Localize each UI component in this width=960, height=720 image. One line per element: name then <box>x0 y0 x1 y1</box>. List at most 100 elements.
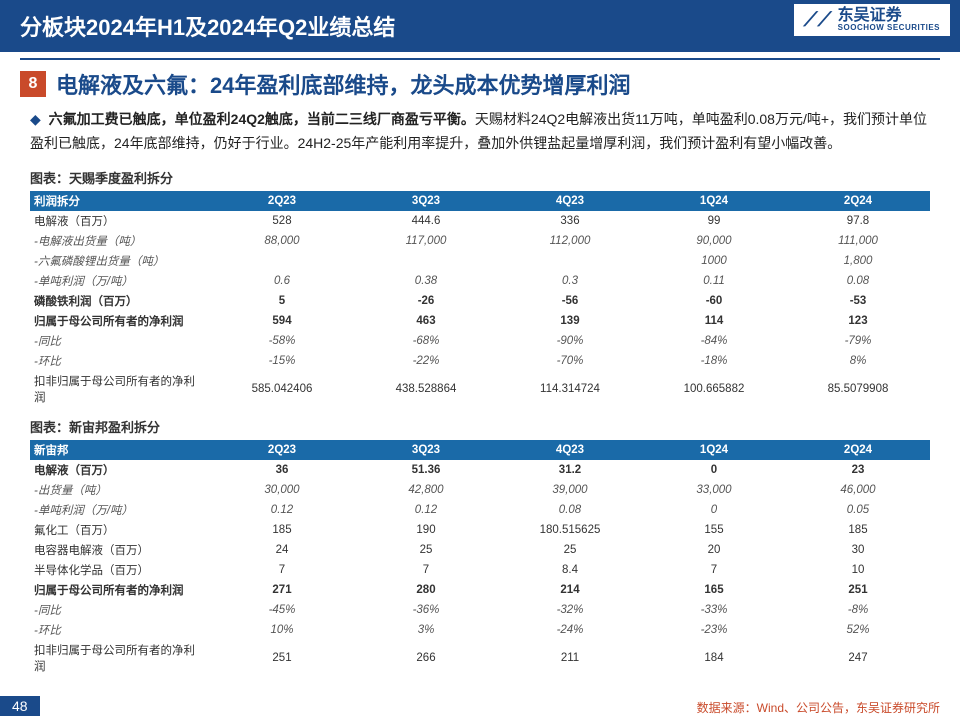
cell: 185 <box>786 520 930 540</box>
cell: -环比 <box>30 620 210 640</box>
cell: 1,800 <box>786 251 930 271</box>
cell: -同比 <box>30 600 210 620</box>
cell: 528 <box>210 211 354 231</box>
cell: -8% <box>786 600 930 620</box>
page-number: 48 <box>0 696 40 716</box>
cell: 438.528864 <box>354 371 498 407</box>
cell: 99 <box>642 211 786 231</box>
cell: 10% <box>210 620 354 640</box>
col-header: 2Q24 <box>786 440 930 460</box>
cell: 半导体化学品（百万） <box>30 560 210 580</box>
col-header: 3Q23 <box>354 440 498 460</box>
cell: 112,000 <box>498 231 642 251</box>
cell: 46,000 <box>786 480 930 500</box>
cell: 0.6 <box>210 271 354 291</box>
body-paragraph: ◆ 六氟加工费已触底，单位盈利24Q2触底，当前二三线厂商盈亏平衡。天赐材料24… <box>0 108 960 156</box>
cell: 归属于母公司所有者的净利润 <box>30 580 210 600</box>
cell: -90% <box>498 331 642 351</box>
cell: 585.042406 <box>210 371 354 407</box>
cell: -84% <box>642 331 786 351</box>
cell: 7 <box>642 560 786 580</box>
cell: 123 <box>786 311 930 331</box>
table-row: 磷酸铁利润（百万）5-26-56-60-53 <box>30 291 930 311</box>
cell: 336 <box>498 211 642 231</box>
cell: -70% <box>498 351 642 371</box>
cell: 214 <box>498 580 642 600</box>
cell: 100.665882 <box>642 371 786 407</box>
cell: 594 <box>210 311 354 331</box>
cell: 0.11 <box>642 271 786 291</box>
col-header: 4Q23 <box>498 440 642 460</box>
table-row: -出货量（吨）30,00042,80039,00033,00046,000 <box>30 480 930 500</box>
cell: 463 <box>354 311 498 331</box>
cell: 139 <box>498 311 642 331</box>
cell: 31.2 <box>498 460 642 480</box>
cell: 85.5079908 <box>786 371 930 407</box>
cell: -56 <box>498 291 642 311</box>
cell: 51.36 <box>354 460 498 480</box>
table-row: -单吨利润（万/吨）0.60.380.30.110.08 <box>30 271 930 291</box>
cell: 电解液（百万） <box>30 460 210 480</box>
table-row: 氟化工（百万）185190180.515625155185 <box>30 520 930 540</box>
cell: -79% <box>786 331 930 351</box>
table-row: -单吨利润（万/吨）0.120.120.0800.05 <box>30 500 930 520</box>
col-header: 1Q24 <box>642 191 786 211</box>
cell: -15% <box>210 351 354 371</box>
cell: 7 <box>354 560 498 580</box>
table-row: -同比-58%-68%-90%-84%-79% <box>30 331 930 351</box>
cell: 25 <box>498 540 642 560</box>
cell: 归属于母公司所有者的净利润 <box>30 311 210 331</box>
cell <box>498 251 642 271</box>
cell: 42,800 <box>354 480 498 500</box>
section-title: 电解液及六氟：24年盈利底部维持，龙头成本优势增厚利润 <box>56 68 630 100</box>
cell: 165 <box>642 580 786 600</box>
cell: 88,000 <box>210 231 354 251</box>
cell: -58% <box>210 331 354 351</box>
cell: 20 <box>642 540 786 560</box>
cell: -32% <box>498 600 642 620</box>
cell: -36% <box>354 600 498 620</box>
cell: 251 <box>210 640 354 676</box>
cell: 117,000 <box>354 231 498 251</box>
cell: -26 <box>354 291 498 311</box>
cell: 0.38 <box>354 271 498 291</box>
table-row: -环比10%3%-24%-23%52% <box>30 620 930 640</box>
cell: 444.6 <box>354 211 498 231</box>
cell: 280 <box>354 580 498 600</box>
cell: -同比 <box>30 331 210 351</box>
table-row: 扣非归属于母公司所有者的净利润251266211184247 <box>30 640 930 676</box>
header-title: 分板块2024年H1及2024年Q2业绩总结 <box>20 15 395 40</box>
table-row: -同比-45%-36%-32%-33%-8% <box>30 600 930 620</box>
cell: 0.12 <box>210 500 354 520</box>
cell: 111,000 <box>786 231 930 251</box>
slide-header: 分板块2024年H1及2024年Q2业绩总结 ⟋⟋ 东吴证券 SOOCHOW S… <box>0 0 960 52</box>
company-logo: ⟋⟋ 东吴证券 SOOCHOW SECURITIES <box>794 4 950 36</box>
cell: 24 <box>210 540 354 560</box>
cell: 3% <box>354 620 498 640</box>
cell: -33% <box>642 600 786 620</box>
cell: -单吨利润（万/吨） <box>30 271 210 291</box>
col-header: 利润拆分 <box>30 191 210 211</box>
cell: -24% <box>498 620 642 640</box>
cell: 氟化工（百万） <box>30 520 210 540</box>
cell: -23% <box>642 620 786 640</box>
cell: 电解液（百万） <box>30 211 210 231</box>
col-header: 2Q24 <box>786 191 930 211</box>
cell: 30 <box>786 540 930 560</box>
cell: 磷酸铁利润（百万） <box>30 291 210 311</box>
table-row: 半导体化学品（百万）778.4710 <box>30 560 930 580</box>
cell: -单吨利润（万/吨） <box>30 500 210 520</box>
cell: 30,000 <box>210 480 354 500</box>
cell: 39,000 <box>498 480 642 500</box>
table1-caption: 图表：天赐季度盈利拆分 <box>0 164 960 191</box>
logo-icon: ⟋⟋ <box>804 9 832 32</box>
footer: 48 数据来源：Wind、公司公告，东吴证券研究所 <box>0 696 960 720</box>
cell: 0 <box>642 460 786 480</box>
cell <box>210 251 354 271</box>
cell: 扣非归属于母公司所有者的净利润 <box>30 640 210 676</box>
cell: 211 <box>498 640 642 676</box>
cell: 190 <box>354 520 498 540</box>
cell: 271 <box>210 580 354 600</box>
col-header: 2Q23 <box>210 440 354 460</box>
cell: 10 <box>786 560 930 580</box>
